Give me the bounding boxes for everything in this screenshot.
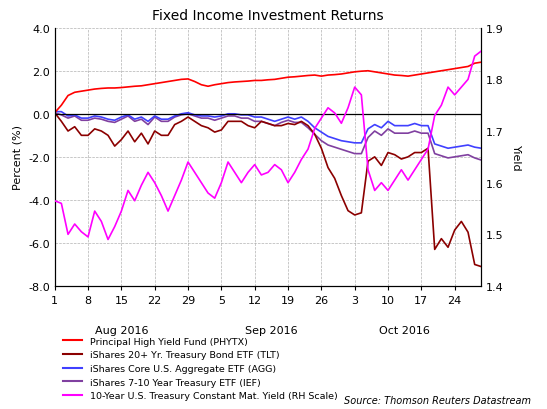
Text: Source: Thomson Reuters Datastream: Source: Thomson Reuters Datastream (344, 395, 531, 405)
Y-axis label: Percent (%): Percent (%) (13, 125, 22, 190)
Text: Sep 2016: Sep 2016 (245, 325, 298, 335)
Text: Aug 2016: Aug 2016 (95, 325, 148, 335)
Y-axis label: Yield: Yield (511, 144, 521, 171)
Title: Fixed Income Investment Returns: Fixed Income Investment Returns (152, 9, 384, 23)
Legend: Principal High Yield Fund (PHYTX), iShares 20+ Yr. Treasury Bond ETF (TLT), iSha: Principal High Yield Fund (PHYTX), iShar… (60, 333, 341, 404)
Text: Oct 2016: Oct 2016 (379, 325, 430, 335)
